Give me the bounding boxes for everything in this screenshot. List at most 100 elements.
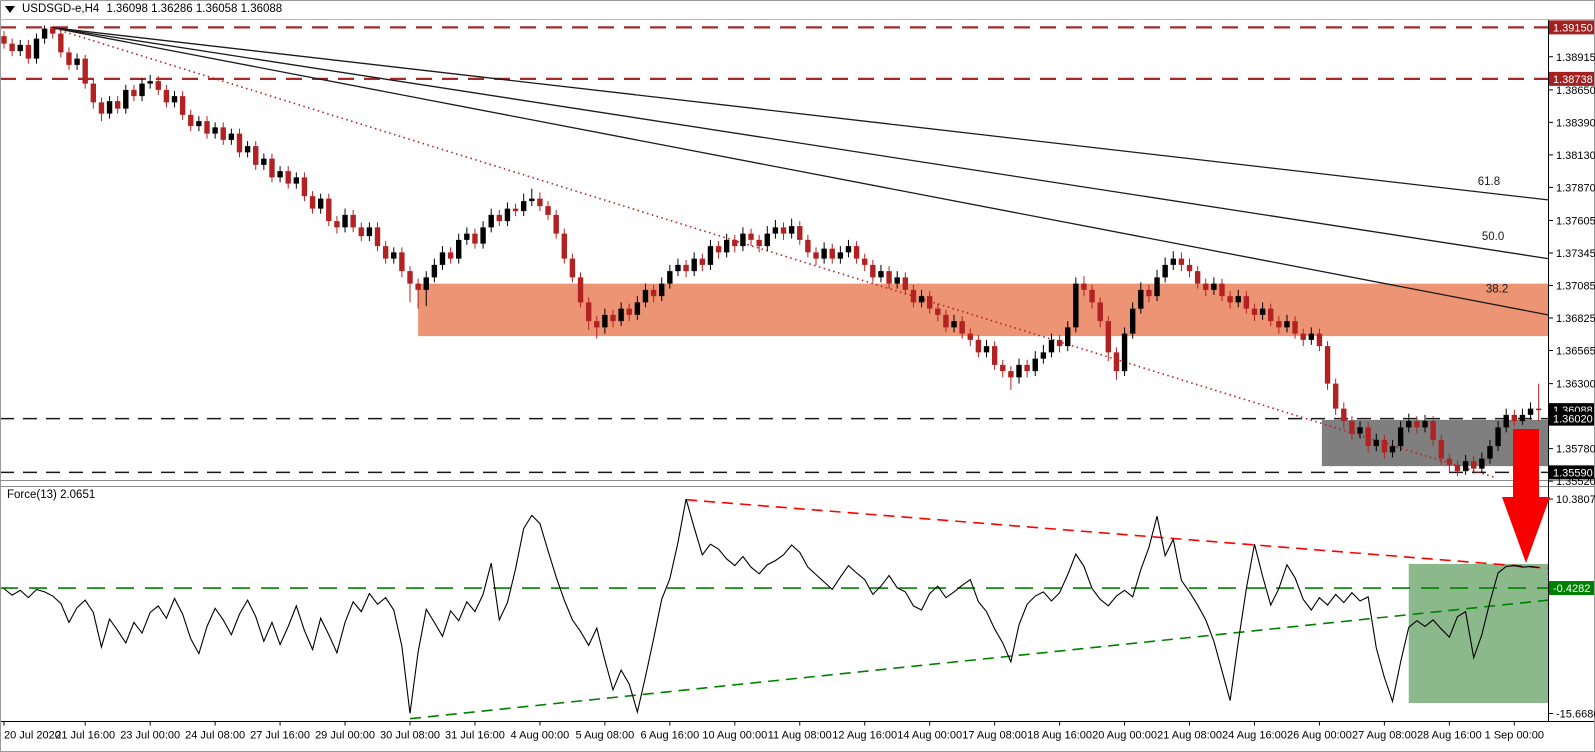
candle: [1105, 321, 1112, 353]
time-tick-label: 11 Aug 08:00: [768, 730, 832, 742]
candle: [188, 114, 194, 127]
candle: [407, 271, 413, 284]
candle: [1138, 289, 1144, 309]
price-panel[interactable]: 61.8 50.0 38.2: [0, 25, 1548, 479]
force-downtrend-line[interactable]: [686, 498, 1548, 570]
candle: [553, 214, 559, 234]
time-tick-label: 30 Jul 08:00: [380, 730, 440, 742]
candle: [1446, 458, 1453, 465]
price-marker-chip: [1549, 581, 1594, 596]
candle: [983, 346, 990, 353]
candle: [910, 289, 917, 303]
candle: [1438, 439, 1444, 459]
time-tick-label: 6 Aug 16:00: [640, 730, 699, 742]
candle: [293, 177, 300, 184]
candle: [577, 277, 584, 303]
price-marker-label: 1.38738: [1553, 74, 1593, 86]
candle: [1422, 421, 1428, 428]
candle: [1268, 308, 1274, 322]
candle: [1316, 333, 1323, 347]
time-tick-label: 23 Jul 00:00: [120, 730, 180, 742]
quote-ohlc-label: 1.36098 1.36286 1.36058 1.36088: [106, 3, 283, 15]
price-marker-chip: [1549, 71, 1594, 86]
candle: [358, 227, 364, 237]
candle: [1170, 258, 1176, 265]
collapse-triangle-icon[interactable]: [5, 6, 15, 13]
candle: [1373, 439, 1379, 447]
candle: [1097, 302, 1103, 322]
candle: [1462, 461, 1469, 472]
down-trendline[interactable]: [50, 26, 1496, 479]
candle: [1219, 283, 1225, 297]
force-uptrend-line[interactable]: [409, 599, 1548, 720]
candle: [935, 308, 941, 315]
price-marker-label: 1.35590: [1553, 467, 1593, 479]
candle: [1016, 364, 1022, 378]
candle: [975, 339, 982, 353]
candle: [131, 89, 137, 97]
candle: [756, 239, 762, 247]
candle: [1129, 308, 1136, 334]
candle: [788, 226, 795, 234]
candle: [1471, 461, 1477, 469]
price-marker-chip: [1549, 20, 1594, 35]
candle: [1495, 427, 1501, 447]
candle: [1276, 321, 1282, 328]
fib-fan[interactable]: 61.8 50.0 38.2: [50, 26, 1548, 316]
candle: [33, 38, 40, 59]
candle: [1040, 352, 1047, 359]
candle: [1479, 458, 1485, 469]
candle: [98, 102, 105, 114]
candle: [277, 171, 283, 178]
candle: [626, 308, 632, 315]
candle: [862, 258, 868, 265]
candle: [886, 271, 892, 284]
candle: [959, 321, 965, 334]
candle: [878, 271, 884, 278]
candle: [17, 44, 23, 52]
candle: [399, 252, 405, 272]
candle: [25, 44, 32, 59]
candle: [837, 252, 844, 259]
price-axis[interactable]: 1.38915 1.38650 1.38390 1.38130 1.37870 1.376…: [1548, 20, 1595, 720]
indicator-panel[interactable]: [0, 498, 1549, 720]
time-tick-label: 21 Jul 16:00: [55, 730, 115, 742]
time-tick-label: 14 Aug 00:00: [897, 730, 962, 742]
candle: [391, 252, 397, 259]
candle: [813, 252, 819, 259]
price-tick-label: 1.35780: [1556, 444, 1595, 456]
candle: [1081, 283, 1087, 290]
candle: [1397, 427, 1404, 447]
candle: [423, 277, 429, 290]
candle: [236, 133, 243, 153]
candle: [610, 314, 616, 322]
candle: [642, 289, 649, 303]
candle: [537, 198, 543, 207]
force-breakout-zone[interactable]: [1408, 563, 1549, 704]
candle: [1535, 408, 1542, 411]
breakout-arrow[interactable]: [1502, 429, 1550, 563]
price-tick-label: 1.38130: [1556, 150, 1595, 162]
candle: [1000, 364, 1006, 372]
candle: [439, 252, 446, 265]
candle: [1227, 296, 1233, 303]
time-tick-label: 24 Aug 16:00: [1222, 730, 1287, 742]
candle: [926, 296, 933, 309]
candle: [374, 227, 381, 247]
candle: [253, 146, 259, 165]
candle: [1365, 427, 1371, 447]
candle: [1381, 439, 1388, 453]
candle: [918, 296, 925, 303]
price-marker-label: -0.4282: [1553, 583, 1590, 595]
candle: [350, 214, 356, 228]
candle: [1487, 446, 1493, 459]
candle: [196, 121, 202, 127]
force-tick-label: -15.6686: [1556, 708, 1595, 720]
candle: [870, 264, 876, 278]
candle: [732, 239, 738, 247]
candle: [317, 198, 324, 209]
candle: [504, 208, 511, 222]
time-tick-label: 18 Aug 16:00: [1027, 730, 1092, 742]
